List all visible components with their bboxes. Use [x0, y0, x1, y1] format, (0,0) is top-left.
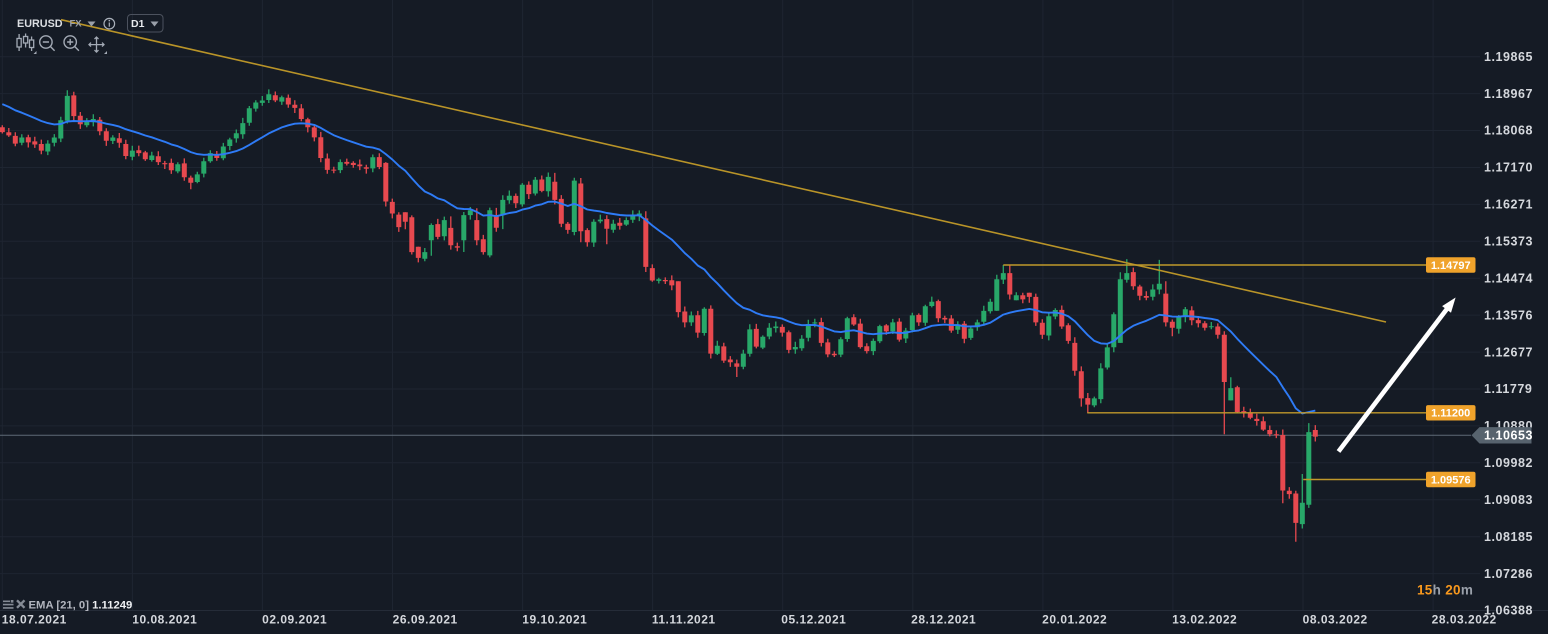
svg-text:28.12.2021: 28.12.2021: [911, 613, 976, 627]
svg-text:15h 20m: 15h 20m: [1417, 583, 1473, 598]
svg-text:1.16271: 1.16271: [1484, 198, 1533, 212]
svg-text:1.09982: 1.09982: [1484, 456, 1533, 470]
svg-text:1.10653: 1.10653: [1484, 429, 1533, 443]
svg-text:1.07286: 1.07286: [1484, 567, 1533, 581]
svg-text:1.14474: 1.14474: [1484, 271, 1533, 285]
svg-text:20.01.2022: 20.01.2022: [1042, 613, 1107, 627]
svg-text:1.17170: 1.17170: [1484, 161, 1533, 175]
svg-text:1.19865: 1.19865: [1484, 50, 1533, 64]
svg-text:26.09.2021: 26.09.2021: [393, 613, 458, 627]
svg-text:19.10.2021: 19.10.2021: [522, 613, 587, 627]
svg-text:08.03.2022: 08.03.2022: [1303, 613, 1368, 627]
svg-text:1.08185: 1.08185: [1484, 530, 1533, 544]
svg-text:13.02.2022: 13.02.2022: [1172, 613, 1237, 627]
svg-text:1.18967: 1.18967: [1484, 87, 1533, 101]
svg-text:28.03.2022: 28.03.2022: [1432, 613, 1497, 627]
svg-text:1.09083: 1.09083: [1484, 493, 1533, 507]
svg-text:1.06388: 1.06388: [1484, 604, 1533, 618]
svg-text:1.12677: 1.12677: [1484, 345, 1533, 359]
svg-text:1.18068: 1.18068: [1484, 124, 1533, 138]
svg-text:1.11200: 1.11200: [1431, 408, 1470, 420]
svg-text:1.15373: 1.15373: [1484, 235, 1533, 249]
svg-text:1.09576: 1.09576: [1431, 474, 1471, 486]
svg-text:1.11779: 1.11779: [1484, 382, 1532, 396]
svg-text:FX: FX: [70, 19, 83, 30]
svg-text:02.09.2021: 02.09.2021: [262, 613, 327, 627]
svg-text:18.07.2021: 18.07.2021: [2, 613, 67, 627]
svg-text:EURUSD: EURUSD: [17, 18, 63, 30]
svg-text:1.14797: 1.14797: [1431, 260, 1471, 272]
svg-text:D1: D1: [131, 18, 145, 30]
svg-text:11.11.2021: 11.11.2021: [652, 613, 716, 627]
svg-text:EMA [21, 0] 1.11249: EMA [21, 0] 1.11249: [29, 600, 133, 612]
svg-text:10.08.2021: 10.08.2021: [132, 613, 197, 627]
svg-text:1.13576: 1.13576: [1484, 308, 1533, 322]
svg-text:05.12.2021: 05.12.2021: [781, 613, 846, 627]
